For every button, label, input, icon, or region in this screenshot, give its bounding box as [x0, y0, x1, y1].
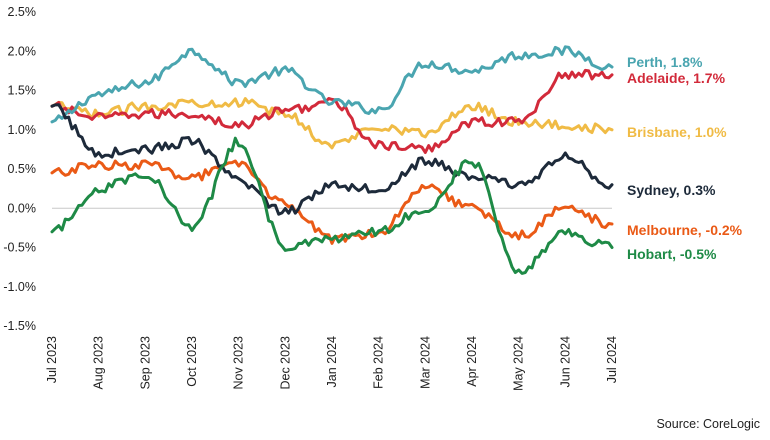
series-line — [50, 45, 614, 124]
x-tick-label: May 2024 — [512, 336, 526, 391]
x-tick-label: Mar 2024 — [418, 336, 432, 389]
y-tick-label: 1.5% — [8, 84, 37, 98]
series-line — [50, 103, 614, 216]
x-tick-label: Nov 2023 — [232, 336, 246, 390]
series-labels: Perth, 1.8%Adelaide, 1.7% Brisbane, 1.0% S… — [627, 54, 743, 262]
series-label: Sydney, 0.3% — [627, 182, 716, 198]
x-tick-label: Dec 2023 — [278, 336, 292, 390]
series-lines — [50, 45, 614, 275]
x-tick-label: Jul 2023 — [45, 336, 59, 383]
series-label: Perth, 1.8% — [627, 54, 703, 70]
y-axis-ticks: 2.5% 2.0% 1.5% 1.0% 0.5% 0.0% -0.5% -1.0% -1.5% — [3, 5, 36, 333]
x-tick-label: Feb 2024 — [372, 336, 386, 389]
series-label: Adelaide, 1.7% — [627, 70, 726, 86]
series-label: Hobart, -0.5% — [627, 246, 717, 262]
x-tick-label: Jan 2024 — [325, 336, 339, 387]
x-tick-label: Jun 2024 — [558, 336, 572, 387]
series-line — [50, 97, 614, 150]
series-label: Melbourne, -0.2% — [627, 222, 743, 238]
y-tick-label: 0.5% — [8, 162, 37, 176]
y-tick-label: 0.0% — [8, 201, 37, 215]
y-tick-label: 2.5% — [8, 5, 37, 19]
x-axis-ticks: Jul 2023 Aug 2023 Sep 2023 Oct 2023 Nov 2023… — [45, 336, 619, 391]
x-tick-label: Oct 2023 — [185, 336, 199, 387]
x-tick-label: Apr 2024 — [465, 336, 479, 387]
series-line — [50, 159, 614, 245]
y-tick-label: -0.5% — [3, 241, 36, 255]
x-tick-label: Jul 2024 — [605, 336, 619, 383]
y-tick-label: 2.0% — [8, 44, 37, 58]
x-tick-label: Sep 2023 — [138, 336, 152, 390]
y-tick-label: -1.0% — [3, 280, 36, 294]
series-line — [50, 68, 614, 154]
y-tick-label: -1.5% — [3, 319, 36, 333]
series-label: Brisbane, 1.0% — [627, 124, 727, 140]
series-line — [50, 136, 614, 275]
source-note: Source: CoreLogic — [656, 417, 760, 431]
y-tick-label: 1.0% — [8, 123, 37, 137]
x-tick-label: Aug 2023 — [92, 336, 106, 390]
